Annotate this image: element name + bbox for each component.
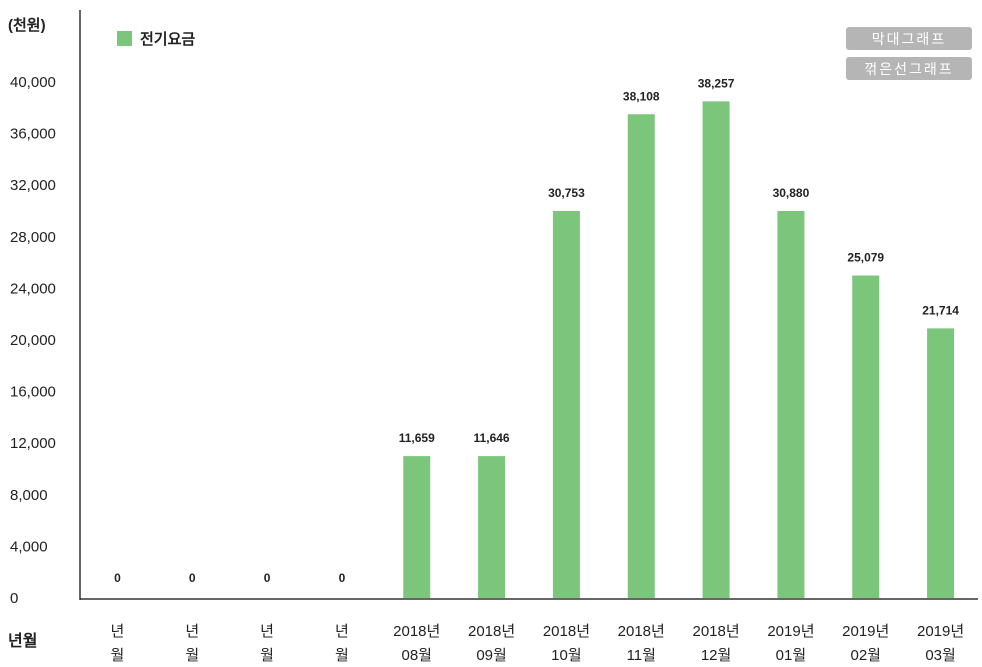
y-tick-label: 16,000 xyxy=(10,384,56,401)
data-label: 25,079 xyxy=(847,251,884,265)
x-tick-label-month: 01월 xyxy=(776,647,807,664)
data-label: 0 xyxy=(114,571,121,585)
bar xyxy=(478,456,506,598)
x-tick-label-month: 03월 xyxy=(925,647,956,664)
x-tick-label-month: 09월 xyxy=(476,647,507,664)
x-tick-label-year: 년 xyxy=(335,623,349,640)
y-tick-label: 4,000 xyxy=(10,538,48,555)
x-tick-label-year: 2018년 xyxy=(692,623,739,640)
x-tick-label-month: 월 xyxy=(260,647,274,664)
legend-label: 전기요금 xyxy=(140,31,196,48)
x-tick-label-month: 월 xyxy=(335,647,349,664)
x-tick-label-month: 02월 xyxy=(851,647,882,664)
x-tick-label-year: 2019년 xyxy=(767,623,814,640)
y-tick-label: 32,000 xyxy=(10,177,56,194)
legend: 전기요금 xyxy=(117,28,195,49)
y-tick-label: 28,000 xyxy=(10,229,56,246)
bar xyxy=(777,211,805,598)
bar xyxy=(627,114,655,598)
line-graph-button[interactable]: 꺾은선그래프 xyxy=(846,57,972,80)
data-label: 21,714 xyxy=(922,303,959,317)
data-label: 38,108 xyxy=(623,89,660,103)
bar xyxy=(927,328,955,598)
x-axis-title: 년월 xyxy=(8,633,38,650)
data-label: 38,257 xyxy=(698,76,735,90)
x-tick-label-year: 2018년 xyxy=(393,623,440,640)
y-tick-label: 8,000 xyxy=(10,487,48,504)
data-label: 11,646 xyxy=(474,431,510,445)
y-tick-label: 36,000 xyxy=(10,126,56,143)
data-label: 0 xyxy=(264,571,271,585)
data-label: 30,753 xyxy=(548,186,585,200)
x-tick-label-month: 11월 xyxy=(627,647,656,664)
y-tick-label: 20,000 xyxy=(10,332,56,349)
legend-swatch xyxy=(117,31,132,46)
bar xyxy=(852,275,880,598)
x-tick-label-year: 2018년 xyxy=(468,623,515,640)
bar xyxy=(552,211,580,598)
data-label: 0 xyxy=(339,571,346,585)
unit-label: (천원) xyxy=(8,17,46,34)
x-tick-label-month: 08월 xyxy=(402,647,433,664)
x-tick-label-month: 월 xyxy=(111,647,125,664)
y-tick-label: 0 xyxy=(10,590,18,607)
x-tick-label-year: 년 xyxy=(260,623,274,640)
x-tick-label-year: 2019년 xyxy=(842,623,889,640)
x-tick-label-month: 월 xyxy=(185,647,199,664)
x-tick-label-year: 2018년 xyxy=(543,623,590,640)
y-tick-label: 24,000 xyxy=(10,280,56,297)
y-tick-label: 12,000 xyxy=(10,435,56,452)
x-tick-label-year: 2018년 xyxy=(618,623,665,640)
x-tick-label-month: 10월 xyxy=(551,647,582,664)
bar xyxy=(702,101,730,598)
bar xyxy=(403,456,431,598)
y-tick-label: 40,000 xyxy=(10,74,56,91)
x-tick-label-year: 년 xyxy=(111,623,125,640)
x-tick-label-month: 12월 xyxy=(701,647,732,664)
x-tick-label-year: 2019년 xyxy=(917,623,964,640)
x-tick-label-year: 년 xyxy=(185,623,199,640)
bar-graph-button[interactable]: 막대그래프 xyxy=(846,27,972,50)
data-label: 30,880 xyxy=(773,186,810,200)
data-label: 0 xyxy=(189,571,196,585)
data-label: 11,659 xyxy=(399,431,435,445)
